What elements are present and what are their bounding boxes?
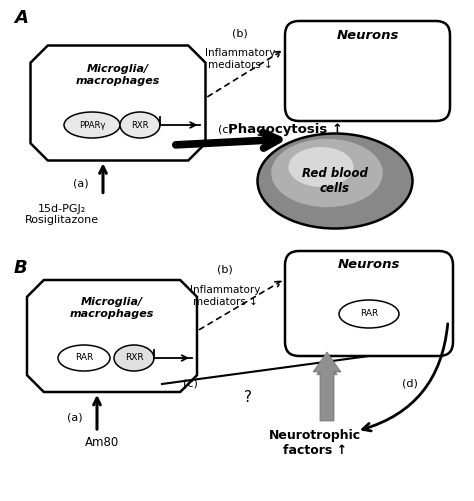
Polygon shape (27, 280, 197, 392)
Ellipse shape (271, 139, 383, 207)
Text: Neurotrophic
factors ↑: Neurotrophic factors ↑ (269, 429, 361, 457)
Ellipse shape (114, 345, 154, 371)
Text: RXR: RXR (125, 354, 143, 363)
Text: 15d-PGJ₂
Rosiglitazone: 15d-PGJ₂ Rosiglitazone (25, 203, 99, 225)
Text: Inflammatory
mediators ↓: Inflammatory mediators ↓ (205, 48, 275, 70)
Polygon shape (30, 46, 206, 160)
Ellipse shape (120, 112, 160, 138)
Text: PPARγ: PPARγ (79, 121, 105, 129)
Text: RXR: RXR (131, 121, 149, 129)
Ellipse shape (58, 345, 110, 371)
Ellipse shape (339, 300, 399, 328)
Text: (c): (c) (182, 378, 198, 388)
Text: Neurons: Neurons (337, 29, 399, 42)
Text: Microglia/
macrophages: Microglia/ macrophages (70, 297, 154, 319)
Text: Phagocytosis ↑: Phagocytosis ↑ (228, 123, 343, 135)
Text: Red blood
cells: Red blood cells (302, 167, 368, 195)
Text: (d): (d) (402, 378, 418, 388)
FancyArrow shape (313, 352, 341, 421)
Text: RAR: RAR (360, 310, 378, 319)
Ellipse shape (257, 133, 412, 228)
Ellipse shape (289, 147, 354, 187)
Text: (a): (a) (67, 413, 83, 423)
Text: A: A (14, 9, 28, 27)
Text: (b): (b) (217, 264, 233, 274)
FancyBboxPatch shape (285, 251, 453, 356)
FancyBboxPatch shape (285, 21, 450, 121)
Text: Neurons: Neurons (338, 259, 400, 272)
Text: ?: ? (244, 390, 252, 405)
Text: Microglia/
macrophages: Microglia/ macrophages (76, 64, 160, 86)
Text: Am80: Am80 (85, 436, 119, 449)
Ellipse shape (64, 112, 120, 138)
Text: Inflammatory
mediators ↓: Inflammatory mediators ↓ (190, 285, 260, 307)
Text: (b): (b) (232, 28, 248, 38)
Text: B: B (14, 259, 28, 277)
Text: (c): (c) (218, 124, 233, 134)
Text: RAR: RAR (75, 354, 93, 363)
Text: (a): (a) (73, 178, 89, 188)
